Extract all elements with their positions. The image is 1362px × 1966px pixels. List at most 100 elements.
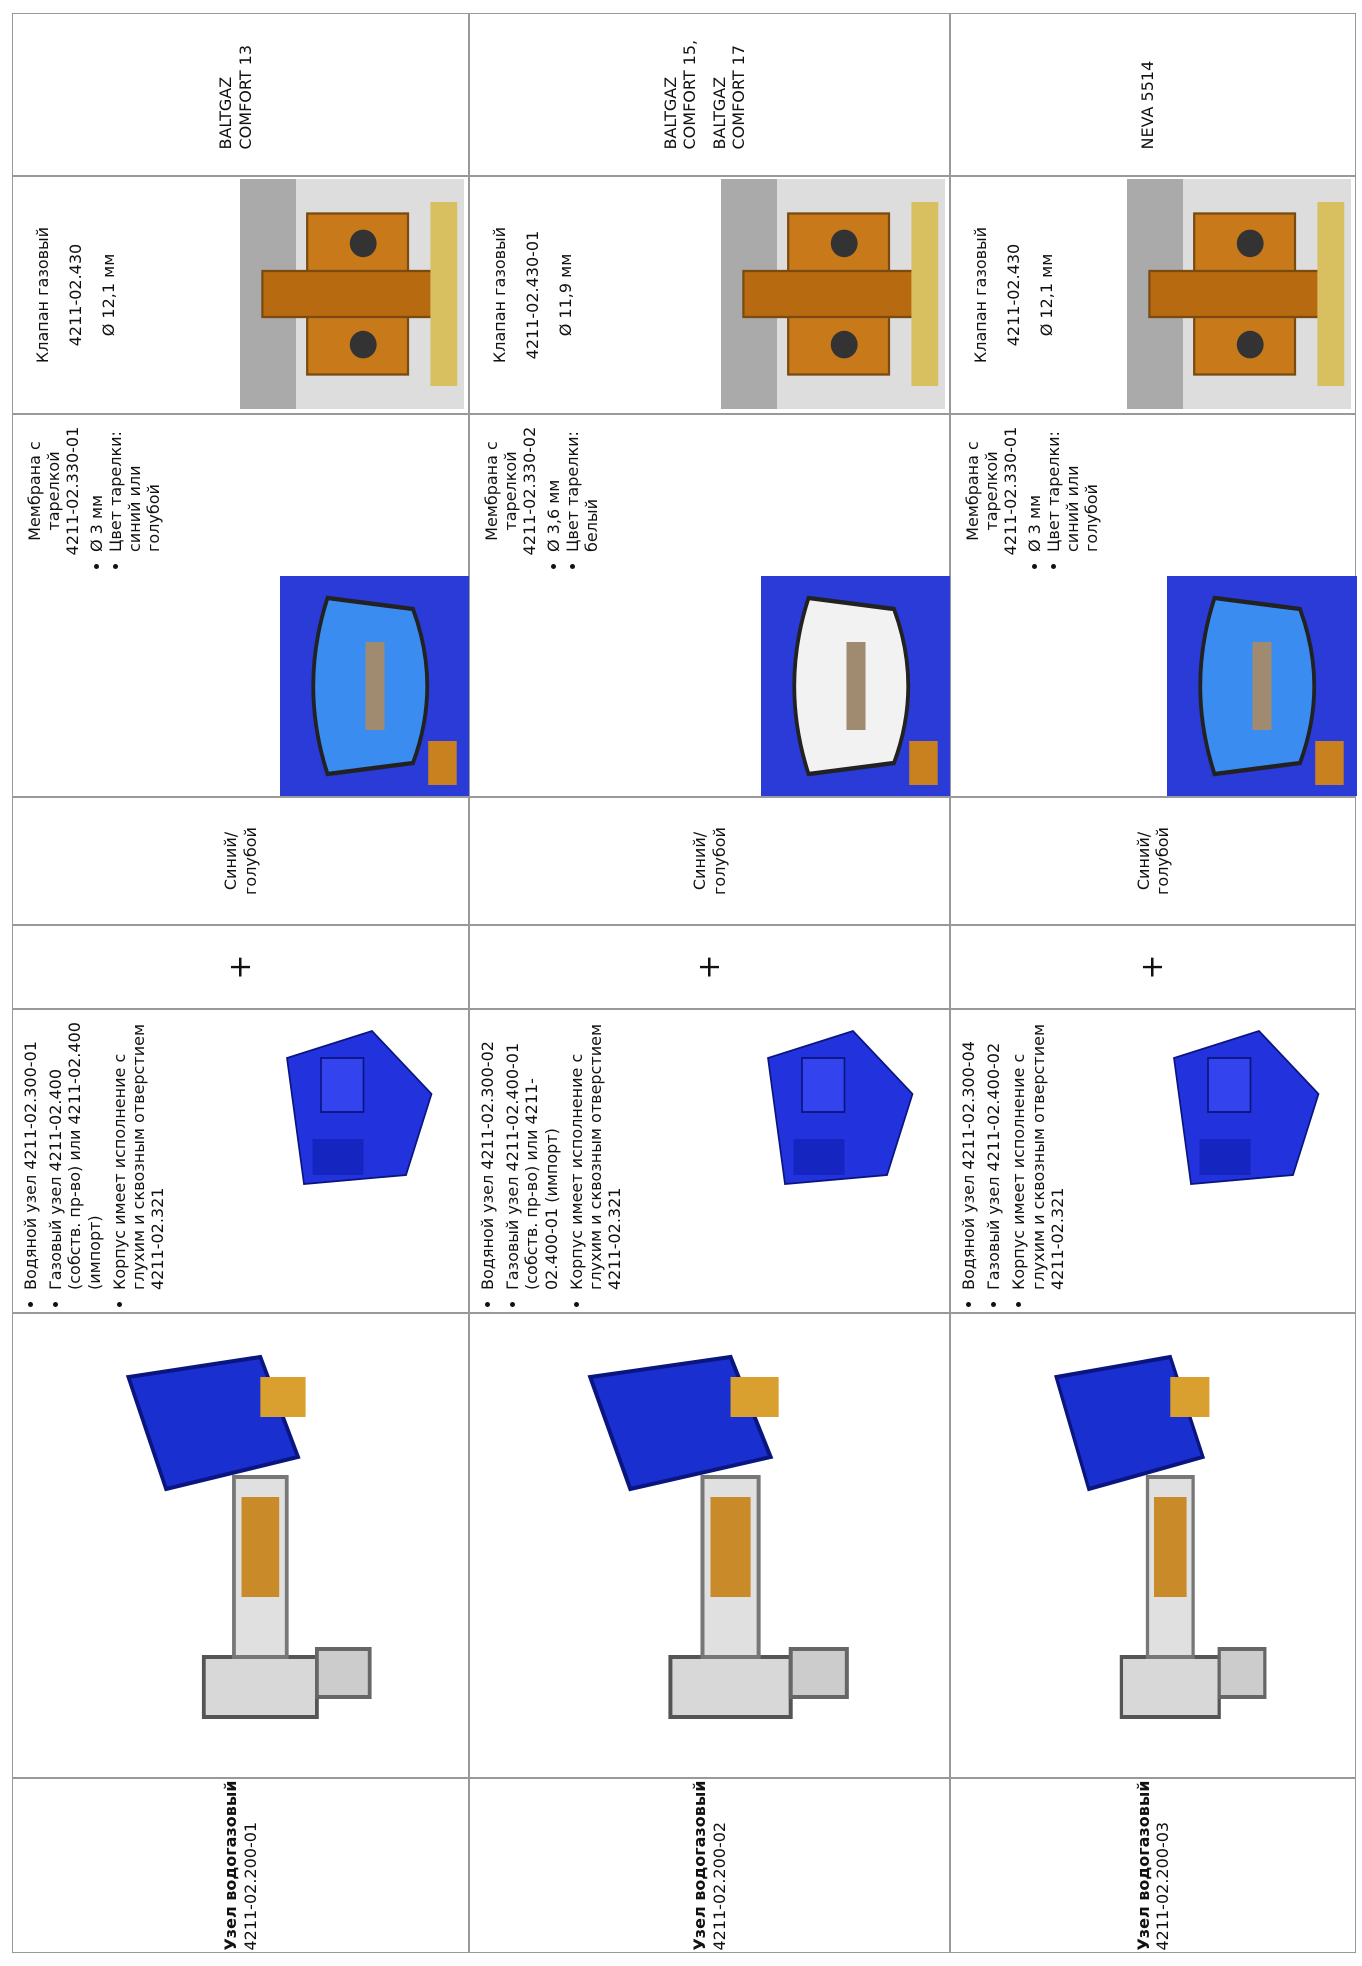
table-cell: Синий/ голубой (12, 797, 469, 925)
table-cell: BALTGAZ COMFORT 15, BALTGAZ COMFORT 17 (469, 13, 950, 176)
part-item: Газовый узел 4211-02.400-01 (собств. пр-… (503, 1018, 561, 1290)
table-cell: + (950, 925, 1356, 1009)
valve-line: Клапан газовый (490, 226, 509, 364)
membrane-bullets: Ø 3 ммЦвет тарелки: синий или голубой (1025, 416, 1102, 566)
valve-text: Клапан газовый 4211-02.430 Ø 12,1 мм (951, 177, 1057, 413)
membrane-title: Мембрана с тарелкой (25, 441, 64, 541)
membrane-bullet: Цвет тарелки: синий или голубой (1044, 416, 1102, 552)
assembly-image (125, 1354, 372, 1719)
parts-list: Водяной узел 4211-02.300-02 Газовый узел … (470, 1010, 624, 1312)
table-cell: Узел водогазовый 4211-02.200-01 (12, 1778, 469, 1953)
model-line: BALTGAZ COMFORT 15, (661, 39, 700, 150)
valve-line: 4211-02.430 (66, 243, 86, 347)
assembly-image (1053, 1354, 1267, 1719)
unit-name: Узел водогазовый 4211-02.200-03 (1134, 1780, 1172, 1950)
part-item: Газовый узел 4211-02.400-02 (984, 1018, 1003, 1290)
table-cell (469, 1313, 950, 1778)
part-item: Корпус имеет исполнение с глухим и сквоз… (1009, 1018, 1067, 1290)
body-image (286, 1029, 433, 1185)
table-cell (12, 1313, 469, 1778)
valve-line: Ø 11,9 мм (556, 253, 576, 337)
table-cell: Синий/ голубой (950, 797, 1356, 925)
color-text: Синий/ голубой (690, 827, 729, 895)
membrane-image (1167, 576, 1357, 796)
color-text: Синий/ голубой (1133, 827, 1172, 895)
unit-name: Узел водогазовый 4211-02.200-02 (690, 1780, 728, 1950)
part-item: Газовый узел 4211-02.400 (собств. пр-во)… (46, 1018, 104, 1290)
valve-image (721, 179, 945, 409)
valve-text: Клапан газовый 4211-02.430-01 Ø 11,9 мм (470, 177, 576, 413)
valve-text: Клапан газовый 4211-02.430 Ø 12,1 мм (13, 177, 119, 413)
body-image (1173, 1029, 1320, 1185)
valve-line: 4211-02.430-01 (523, 230, 543, 360)
unit-title: Узел водогазовый (690, 1780, 710, 1951)
membrane-bullet: Ø 3 мм (1025, 416, 1044, 552)
unit-code: 4211-02.200-03 (1153, 1821, 1172, 1951)
table-cell (950, 1313, 1356, 1778)
part-item: Водяной узел 4211-02.300-02 (478, 1018, 497, 1290)
valve-line: 4211-02.430 (1004, 243, 1024, 347)
assembly-image (587, 1354, 849, 1719)
unit-title: Узел водогазовый (221, 1780, 241, 1951)
part-item: Водяной узел 4211-02.300-04 (959, 1018, 978, 1290)
part-item: Корпус имеет исполнение с глухим и сквоз… (110, 1018, 168, 1290)
model-name: BALTGAZ COMFORT 13 (216, 40, 264, 150)
plus-sign: + (1135, 954, 1170, 980)
membrane-title: Мембрана с тарелкой (482, 441, 521, 541)
part-item: Водяной узел 4211-02.300-01 (21, 1018, 40, 1290)
valve-image (240, 179, 464, 409)
model-name: BALTGAZ COMFORT 15, BALTGAZ COMFORT 17 (661, 40, 758, 150)
valve-line: Ø 12,1 мм (99, 253, 119, 337)
plus-sign: + (691, 954, 727, 980)
membrane-bullets: Ø 3 ммЦвет тарелки: синий или голубой (87, 416, 164, 566)
color-text: Синий/ голубой (221, 827, 260, 895)
unit-title: Узел водогазовый (1133, 1780, 1153, 1951)
membrane-code: 4211-02.330-02 (520, 426, 540, 556)
membrane-bullet: Цвет тарелки: белый (563, 416, 601, 552)
plus-sign: + (222, 954, 258, 980)
parts-list: Водяной узел 4211-02.300-01 Газовый узел … (13, 1010, 167, 1312)
table-cell: Водяной узел 4211-02.300-01 Газовый узел … (12, 1009, 469, 1313)
table-cell: + (12, 925, 469, 1009)
table-cell: + (469, 925, 950, 1009)
membrane-image (761, 576, 951, 796)
table-cell: Клапан газовый 4211-02.430 Ø 12,1 мм (12, 176, 469, 414)
parts-list: Водяной узел 4211-02.300-04 Газовый узел … (951, 1010, 1067, 1312)
table-cell: Клапан газовый 4211-02.430-01 Ø 11,9 мм (469, 176, 950, 414)
model-line: BALTGAZ COMFORT 13 (216, 44, 255, 150)
table-cell: Водяной узел 4211-02.300-02 Газовый узел … (469, 1009, 950, 1313)
unit-name: Узел водогазовый 4211-02.200-01 (221, 1780, 259, 1950)
model-line: NEVA 5514 (1138, 60, 1158, 150)
valve-line: Клапан газовый (33, 226, 52, 364)
body-image (767, 1029, 914, 1185)
membrane-code: 4211-02.330-01 (1001, 426, 1021, 556)
part-item: Корпус имеет исполнение с глухим и сквоз… (567, 1018, 625, 1290)
valve-image (1127, 179, 1351, 409)
membrane-image (280, 576, 470, 796)
unit-code: 4211-02.200-02 (709, 1821, 729, 1951)
table-cell: NEVA 5514 (950, 13, 1356, 176)
membrane-bullet: Цвет тарелки: синий или голубой (106, 416, 164, 552)
membrane-bullet: Ø 3,6 мм (544, 416, 563, 552)
membrane-code: 4211-02.330-01 (63, 426, 83, 556)
table-cell: Узел водогазовый 4211-02.200-02 (469, 1778, 950, 1953)
table-cell: Узел водогазовый 4211-02.200-03 (950, 1778, 1356, 1953)
membrane-title: Мембрана с тарелкой (963, 441, 1002, 541)
table-cell: Водяной узел 4211-02.300-04 Газовый узел … (950, 1009, 1356, 1313)
table-cell: BALTGAZ COMFORT 13 (12, 13, 469, 176)
table-cell: Синий/ голубой (469, 797, 950, 925)
table-cell: Клапан газовый 4211-02.430 Ø 12,1 мм (950, 176, 1356, 414)
valve-line: Ø 12,1 мм (1037, 253, 1057, 337)
membrane-bullet: Ø 3 мм (87, 416, 106, 552)
valve-line: Клапан газовый (971, 226, 990, 364)
membrane-bullets: Ø 3,6 ммЦвет тарелки: белый (544, 416, 602, 566)
model-line: BALTGAZ COMFORT 17 (709, 44, 748, 150)
model-name: NEVA 5514 (1138, 40, 1167, 150)
